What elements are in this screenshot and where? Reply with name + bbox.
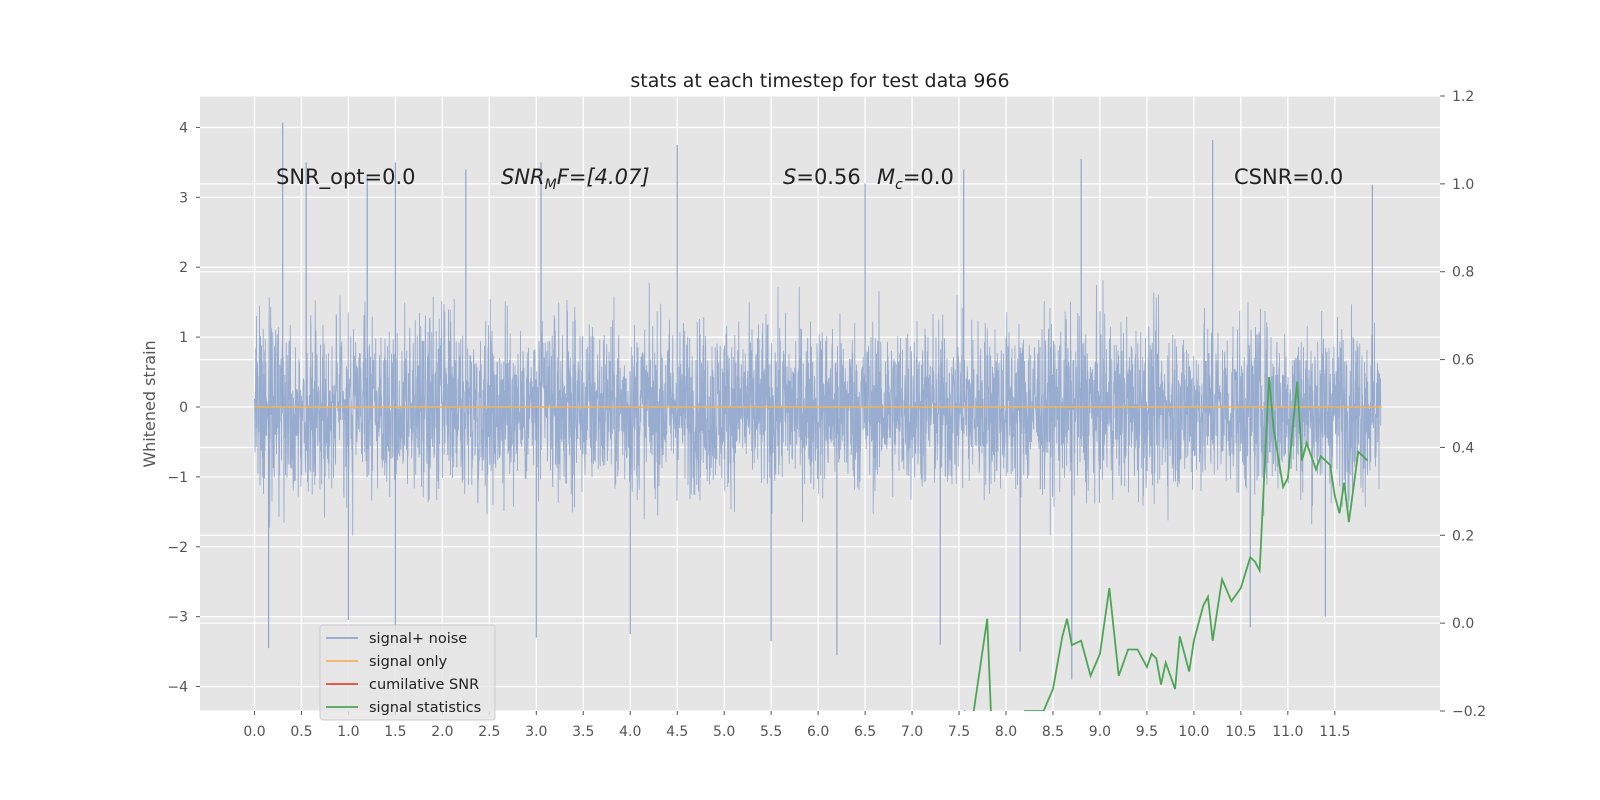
legend-label-signal-noise: signal+ noise [369, 631, 467, 647]
x-tick-label: 5.5 [760, 724, 782, 740]
annotation-s-value: =0.56 [796, 165, 860, 189]
y2-tick-label: 0.4 [1452, 440, 1474, 456]
x-tick-label: 3.0 [525, 724, 547, 740]
legend-label-cumilative-snr: cumilative SNR [369, 677, 479, 693]
y-tick-label: 0 [179, 400, 188, 416]
x-tick-label: 3.5 [572, 724, 594, 740]
annotation-snr-mf-subscript: M [545, 177, 557, 193]
legend: signal+ noise signal only cumilative SNR… [319, 624, 496, 721]
annotation-s-symbol: S [783, 165, 796, 189]
signal-noise-trace [254, 280, 1382, 536]
annotation-snr-opt: SNR_opt=0.0 [276, 165, 416, 190]
y-tick-label: 3 [179, 190, 188, 206]
y-tick-label: 1 [179, 330, 188, 346]
y2-tick-label: 0.2 [1452, 528, 1474, 544]
y2-tick-label: 0.6 [1452, 353, 1474, 369]
x-tick-label: 0.5 [290, 724, 312, 740]
y-tick-label: −1 [167, 470, 188, 486]
annotation-snr-mf-value: F=[4.07] [557, 165, 650, 189]
x-tick-label: 8.5 [1042, 724, 1064, 740]
x-tick-label: 7.5 [948, 724, 970, 740]
annotation-mc-value: =0.0 [903, 165, 954, 189]
x-tick-label: 6.0 [807, 724, 829, 740]
y-tick-label: −2 [167, 540, 188, 556]
x-tick-label: 7.0 [901, 724, 923, 740]
x-tick-label: 1.5 [384, 724, 406, 740]
x-tick-label: 10.0 [1178, 724, 1209, 740]
y-tick-label: −4 [167, 680, 188, 696]
y2-tick-label: 1.2 [1452, 89, 1474, 105]
legend-label-signal-only: signal only [369, 654, 448, 670]
legend-box [319, 624, 496, 721]
y2-tick-label: −0.2 [1452, 704, 1486, 720]
legend-label-signal-statistics: signal statistics [369, 700, 481, 716]
y2-tick-label: 0.0 [1452, 616, 1474, 632]
signal-statistics-line [963, 377, 1369, 711]
y2-tick-label: 0.8 [1452, 265, 1474, 281]
x-axis-ticks: 0.0 0.5 1.0 1.5 2.0 2.5 3.0 3.5 4.0 4.5 5.0 5.5 6.0 6… [243, 711, 1350, 740]
annotation-s: S=0.56 [783, 165, 861, 189]
series-signal-noise [254, 122, 1382, 680]
x-tick-label: 8.0 [995, 724, 1017, 740]
annotation-snr-mf-symbol: SNR [501, 165, 545, 189]
x-tick-label: 2.0 [431, 724, 453, 740]
annotation-mc: Mc=0.0 [877, 165, 954, 193]
x-tick-label: 9.0 [1089, 724, 1111, 740]
x-tick-label: 0.0 [243, 724, 265, 740]
annotation-mc-subscript: c [895, 177, 903, 193]
x-tick-label: 4.5 [666, 724, 688, 740]
y-tick-label: −3 [167, 610, 188, 626]
x-tick-label: 11.5 [1319, 724, 1350, 740]
x-tick-label: 2.5 [478, 724, 500, 740]
x-tick-label: 4.0 [619, 724, 641, 740]
y-axis-ticks: 4 3 2 1 0 −1 −2 −3 −4 [167, 120, 200, 696]
y-tick-label: 2 [179, 260, 188, 276]
series-signal-statistics [963, 377, 1369, 711]
x-tick-label: 11.0 [1272, 724, 1303, 740]
x-tick-label: 1.0 [337, 724, 359, 740]
x-tick-label: 9.5 [1136, 724, 1158, 740]
annotation-csnr: CSNR=0.0 [1234, 165, 1343, 189]
x-tick-label: 5.0 [713, 724, 735, 740]
right-y-axis-ticks: 1.2 1.0 0.8 0.6 0.4 0.2 0.0 −0.2 [1440, 89, 1486, 720]
annotation-mc-symbol: M [877, 165, 895, 189]
chart-title: stats at each timestep for test data 966 [630, 70, 1009, 92]
y2-tick-label: 1.0 [1452, 177, 1474, 193]
annotation-snr-mf: SNRMF=[4.07] [501, 165, 650, 193]
y-axis-label: Whitened strain [140, 340, 159, 467]
x-tick-label: 6.5 [854, 724, 876, 740]
y-tick-label: 4 [179, 120, 188, 136]
x-tick-label: 10.5 [1225, 724, 1256, 740]
